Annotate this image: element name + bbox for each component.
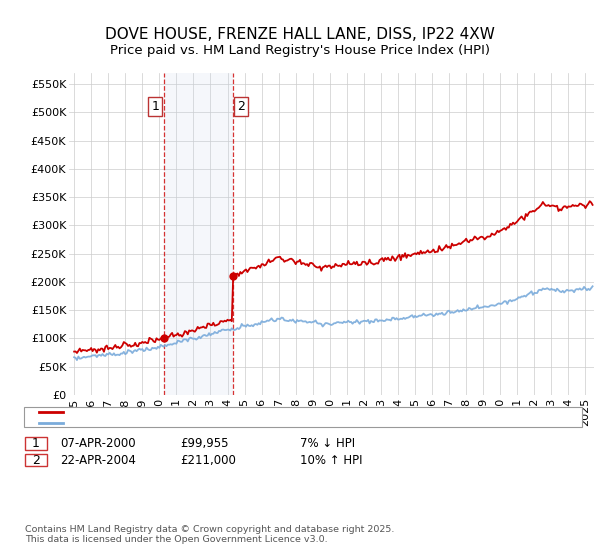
Text: DOVE HOUSE, FRENZE HALL LANE, DISS, IP22 4XW: DOVE HOUSE, FRENZE HALL LANE, DISS, IP22… [105, 27, 495, 42]
Text: 7% ↓ HPI: 7% ↓ HPI [300, 437, 355, 450]
Text: Price paid vs. HM Land Registry's House Price Index (HPI): Price paid vs. HM Land Registry's House … [110, 44, 490, 57]
Text: 22-APR-2004: 22-APR-2004 [60, 454, 136, 467]
Text: 2: 2 [32, 454, 40, 467]
Text: 10% ↑ HPI: 10% ↑ HPI [300, 454, 362, 467]
Text: Contains HM Land Registry data © Crown copyright and database right 2025.
This d: Contains HM Land Registry data © Crown c… [25, 525, 395, 544]
Text: £211,000: £211,000 [180, 454, 236, 467]
Text: 07-APR-2000: 07-APR-2000 [60, 437, 136, 450]
Text: 1: 1 [151, 100, 160, 113]
Text: DOVE HOUSE, FRENZE HALL LANE, DISS, IP22 4XW (detached house): DOVE HOUSE, FRENZE HALL LANE, DISS, IP22… [68, 407, 454, 417]
Text: 1: 1 [32, 437, 40, 450]
Text: HPI: Average price, detached house, South Norfolk: HPI: Average price, detached house, Sout… [68, 418, 350, 428]
Text: 2: 2 [238, 100, 245, 113]
Bar [164, 73, 233, 395]
Text: £99,955: £99,955 [180, 437, 229, 450]
